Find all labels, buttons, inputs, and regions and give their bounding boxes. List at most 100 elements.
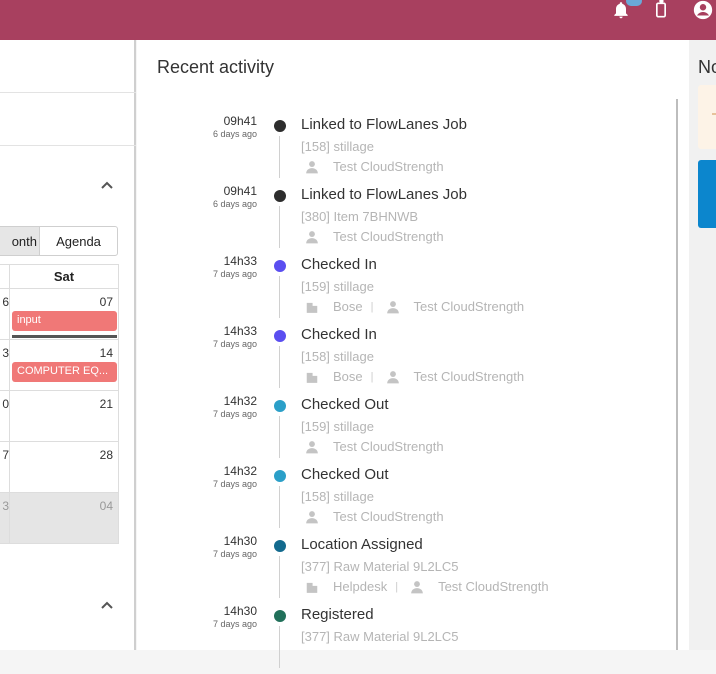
activity-meta: Helpdesk | Test CloudStrength	[305, 579, 549, 594]
user-icon	[386, 300, 400, 314]
collapse-chevron-up-icon[interactable]	[98, 596, 116, 614]
day-number: 07	[99, 295, 113, 309]
day-number[interactable]: 0	[0, 391, 10, 441]
calendar-event[interactable]: COMPUTER EQ...	[12, 362, 117, 382]
activity-asset[interactable]: [380] Item 7BHNWB	[301, 209, 419, 224]
activity-entry[interactable]: 14h33 7 days ago Checked In [159] stillage B…	[137, 254, 677, 324]
timeline-connector	[279, 346, 280, 388]
activity-entry[interactable]: 09h41 6 days ago Linked to FlowLanes Job [3…	[137, 184, 677, 254]
activity-asset[interactable]: [377] Raw Material 9L2LC5	[301, 559, 459, 574]
activity-entry[interactable]: 14h30 7 days ago Registered [377] Raw Mater…	[137, 604, 677, 674]
timeline-dot	[274, 400, 286, 412]
activity-asset[interactable]: [159] stillage	[301, 279, 374, 294]
panel-title: Recent activity	[157, 57, 275, 77]
timeline-dot	[274, 190, 286, 202]
activity-relative-date: 7 days ago	[212, 339, 257, 349]
activity-meta: Bose | Test CloudStrength	[305, 369, 524, 384]
day-number[interactable]: 3	[0, 340, 10, 390]
calendar-event[interactable]: input	[12, 311, 117, 331]
calendar-week-row: 3 14 COMPUTER EQ...	[0, 340, 118, 391]
calendar-day-cell[interactable]: 14 COMPUTER EQ...	[10, 340, 118, 390]
day-number[interactable]: 6	[0, 289, 10, 339]
user-icon	[305, 230, 319, 244]
activity-time: 14h33	[223, 254, 257, 268]
divider	[0, 92, 136, 93]
day-number: 04	[99, 499, 113, 513]
timeline-dot	[274, 120, 286, 132]
day-number: 28	[99, 448, 113, 462]
building-icon	[305, 370, 319, 384]
user-icon	[305, 160, 319, 174]
activity-time: 14h30	[223, 604, 257, 618]
event-overflow-bar	[12, 335, 117, 338]
activity-entry[interactable]: 09h41 6 days ago Linked to FlowLanes Job [1…	[137, 114, 677, 184]
activity-meta: Test CloudStrength	[305, 159, 444, 174]
notifications-panel: No	[689, 40, 716, 650]
location-name: Bose	[333, 299, 363, 314]
user-name: Test CloudStrength	[438, 579, 549, 594]
calendar-panel: onth Agenda Sat 6 07 input 3 14 COMPUTER…	[0, 40, 136, 650]
activity-relative-date: 7 days ago	[212, 409, 257, 419]
activity-meta: Test CloudStrength	[305, 439, 444, 454]
activity-time: 09h41	[223, 114, 257, 128]
mobile-lock-icon[interactable]	[649, 0, 673, 20]
activity-time: 14h30	[223, 534, 257, 548]
separator: |	[370, 370, 374, 383]
separator: |	[395, 580, 399, 593]
timeline-dot	[274, 260, 286, 272]
activity-meta: Bose | Test CloudStrength	[305, 299, 524, 314]
activity-asset[interactable]: [158] stillage	[301, 489, 374, 504]
activity-entry[interactable]: 14h32 7 days ago Checked Out [158] stillage…	[137, 464, 677, 534]
calendar-header-row: Sat	[0, 265, 118, 289]
timeline-dot	[274, 470, 286, 482]
day-header-sat: Sat	[53, 269, 75, 284]
user-name: Test CloudStrength	[413, 369, 525, 384]
notification-card[interactable]	[698, 85, 716, 149]
activity-title: Checked In	[301, 256, 377, 273]
calendar-day-cell[interactable]: 07 input	[10, 289, 118, 339]
action-card[interactable]	[698, 160, 716, 228]
user-icon	[410, 580, 424, 594]
user-name: Test CloudStrength	[413, 299, 525, 314]
separator: |	[370, 300, 374, 313]
activity-asset[interactable]: [158] stillage	[301, 139, 374, 154]
collapse-chevron-up-icon[interactable]	[98, 176, 116, 194]
recent-activity-panel: Recent activity 09h41 6 days ago Linked to…	[137, 40, 689, 668]
day-number[interactable]: 7	[0, 442, 10, 492]
building-icon	[305, 580, 319, 594]
activity-time: 14h32	[223, 394, 257, 408]
agenda-view-button[interactable]: Agenda	[56, 233, 101, 249]
timeline-connector	[279, 486, 280, 528]
activity-title: Location Assigned	[301, 536, 423, 553]
location-name: Bose	[333, 369, 363, 384]
activity-time: 14h33	[223, 324, 257, 338]
scrollbar[interactable]	[676, 99, 678, 650]
calendar-day-cell[interactable]: 28	[10, 442, 118, 492]
activity-relative-date: 7 days ago	[212, 479, 257, 489]
user-name: Test CloudStrength	[333, 509, 444, 524]
account-circle-icon[interactable]	[691, 0, 715, 20]
activity-time: 09h41	[223, 184, 257, 198]
activity-meta: Test CloudStrength	[305, 509, 444, 524]
calendar-week-row: 0 21	[0, 391, 118, 442]
month-view-button[interactable]: onth	[0, 227, 40, 255]
activity-entry[interactable]: 14h32 7 days ago Checked Out [159] stillage…	[137, 394, 677, 464]
calendar-day-cell[interactable]: 21	[10, 391, 118, 441]
user-icon	[305, 510, 319, 524]
calendar-week-row: 3 04	[0, 493, 118, 544]
timeline-dot	[274, 330, 286, 342]
bell-icon[interactable]	[609, 0, 633, 20]
activity-asset[interactable]: [377] Raw Material 9L2LC5	[301, 629, 459, 644]
day-number[interactable]: 3	[0, 493, 10, 543]
timeline-dot	[274, 540, 286, 552]
activity-entry[interactable]: 14h33 7 days ago Checked In [158] stillage B…	[137, 324, 677, 394]
activity-title: Registered	[301, 606, 374, 623]
calendar-day-cell[interactable]: 04	[10, 493, 118, 543]
activity-asset[interactable]: [159] stillage	[301, 419, 374, 434]
activity-meta: Test CloudStrength	[305, 229, 444, 244]
activity-title: Checked Out	[301, 396, 389, 413]
activity-title: Checked Out	[301, 466, 389, 483]
activity-entry[interactable]: 14h30 7 days ago Location Assigned [377] Ra…	[137, 534, 677, 604]
timeline-connector	[279, 626, 280, 668]
activity-asset[interactable]: [158] stillage	[301, 349, 374, 364]
